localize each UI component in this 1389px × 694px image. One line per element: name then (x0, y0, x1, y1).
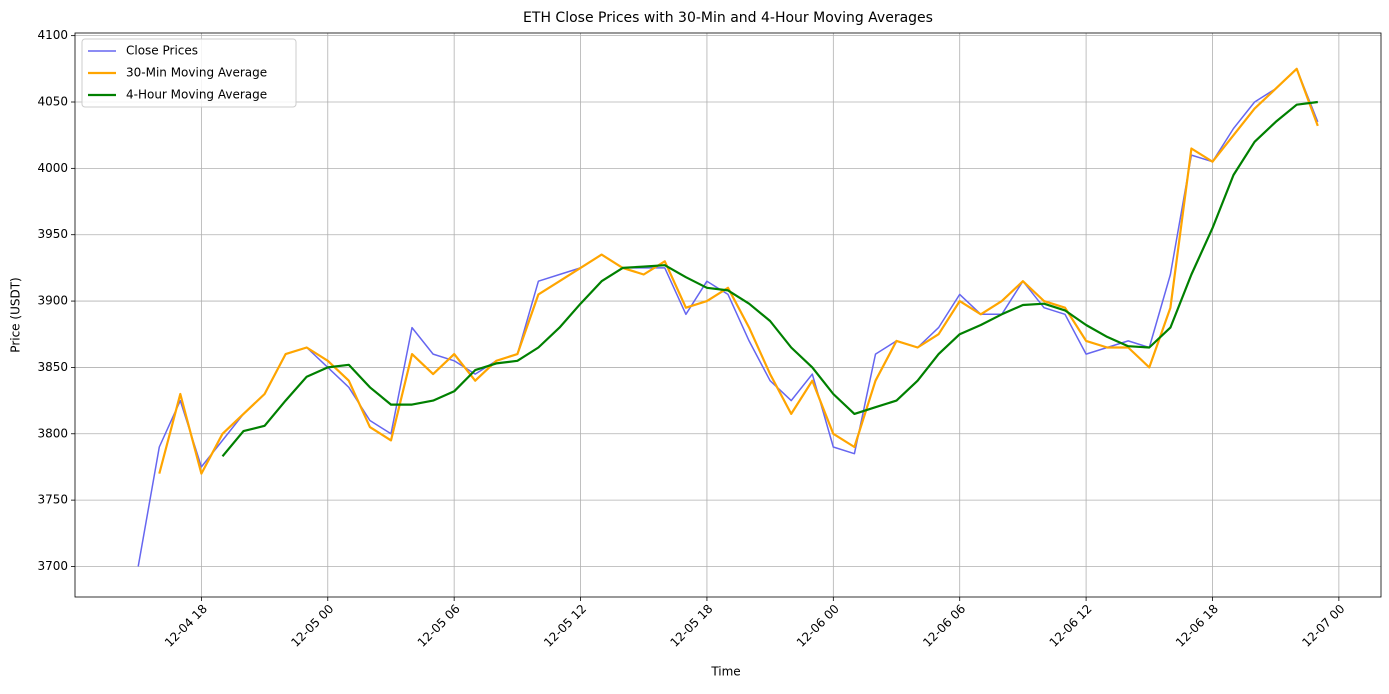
x-tick-label: 12-05 12 (541, 602, 589, 650)
x-tick-label: 12-06 06 (920, 602, 968, 650)
legend-label: Close Prices (126, 44, 198, 58)
series-line (158, 67, 1319, 475)
x-tick-label: 12-05 06 (415, 602, 463, 650)
series-line (221, 100, 1318, 458)
x-tick-label: 12-06 12 (1047, 602, 1095, 650)
y-axis-label: Price (USDT) (9, 277, 23, 352)
x-tick-label: 12-06 18 (1173, 602, 1221, 650)
x-tick-label: 12-07 00 (1299, 602, 1347, 650)
x-tick-label: 12-04 18 (162, 602, 210, 650)
plot-frame (74, 32, 1382, 598)
y-tick-label: 4000 (37, 161, 68, 175)
y-tick-label: 3950 (37, 227, 68, 241)
x-tick-label: 12-05 18 (667, 602, 715, 650)
x-tick-label: 12-06 00 (794, 602, 842, 650)
x-axis-label: Time (710, 665, 740, 679)
y-tick-label: 3800 (37, 426, 68, 440)
y-tick-label: 4100 (37, 28, 68, 42)
y-tick-label: 3750 (37, 493, 68, 507)
legend-label: 30-Min Moving Average (126, 66, 267, 80)
legend-label: 4-Hour Moving Average (126, 88, 267, 102)
y-tick-label: 3850 (37, 360, 68, 374)
chart-title: ETH Close Prices with 30-Min and 4-Hour … (523, 10, 933, 26)
y-tick-label: 3700 (37, 559, 68, 573)
y-tick-label: 3900 (37, 294, 68, 308)
x-tick-label: 12-05 00 (288, 602, 336, 650)
legend-box (81, 38, 297, 108)
series-line (137, 68, 1319, 567)
y-tick-label: 4050 (37, 95, 68, 109)
